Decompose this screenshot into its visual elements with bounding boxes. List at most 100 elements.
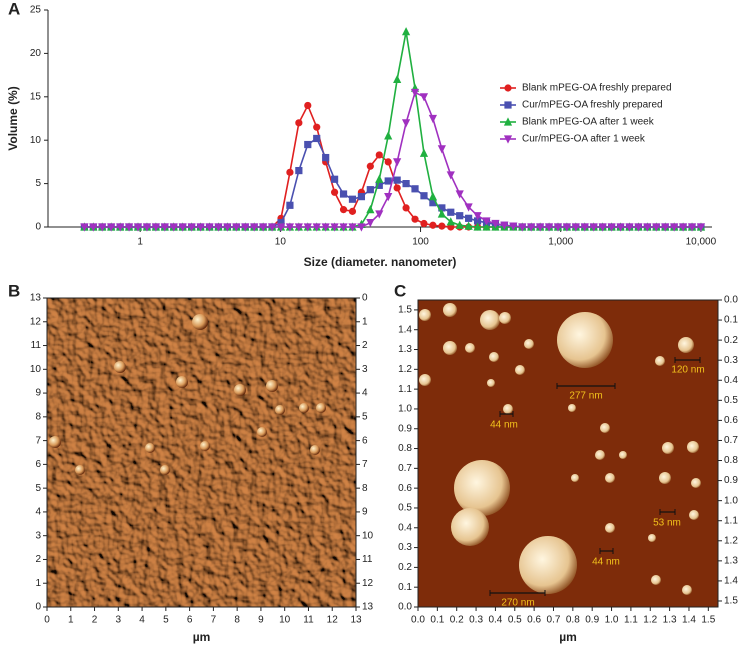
panel-label: B	[8, 281, 20, 300]
point	[473, 217, 482, 225]
point	[402, 180, 410, 188]
point	[223, 223, 232, 232]
y-tick-label: 1.1	[724, 515, 738, 526]
point	[313, 134, 321, 143]
x-tick-label: 1.1	[624, 615, 638, 626]
point	[384, 193, 393, 202]
particles	[49, 314, 326, 475]
legend-marker	[503, 117, 513, 126]
annotation: 44 nm	[490, 420, 518, 431]
y-tick-label: 25	[30, 5, 42, 16]
x-tick-label: 13	[350, 615, 362, 626]
y-tick-label: 1.3	[724, 555, 738, 566]
point	[393, 158, 402, 167]
y-tick-label: 11	[31, 340, 42, 351]
point	[527, 223, 536, 232]
y-tick-label: 0.9	[398, 423, 412, 434]
point	[304, 101, 312, 110]
y-tick-label: 10	[362, 530, 374, 541]
y-tick-label: 1.0	[724, 495, 738, 506]
point	[375, 151, 383, 159]
x-tick-label: 7	[211, 615, 217, 626]
y-tick-label: 0.3	[398, 542, 412, 553]
x-tick-label: 1.5	[701, 615, 715, 626]
point	[384, 158, 392, 166]
x-tick-label: 1,000	[548, 237, 573, 248]
point	[491, 219, 500, 229]
point	[428, 192, 437, 201]
x-tick-label: 2	[92, 615, 98, 626]
y-tick-label: 0.0	[398, 602, 412, 613]
point	[205, 223, 214, 232]
point	[384, 131, 393, 140]
annotation: 270 nm	[501, 598, 534, 609]
point	[276, 223, 286, 232]
y-tick-label: 10	[30, 364, 42, 375]
point	[214, 223, 223, 232]
y-tick-label: 10	[30, 135, 42, 146]
point	[482, 217, 491, 226]
series-line	[84, 137, 701, 228]
point	[661, 223, 670, 232]
x-tick-label: 5	[163, 615, 169, 626]
y-tick-label: 9	[362, 507, 368, 518]
point	[295, 166, 303, 175]
point	[321, 223, 330, 232]
y-tick-label: 7	[35, 435, 41, 446]
y-tick-label: 8	[35, 411, 41, 422]
y-tick-label: 7	[362, 459, 368, 470]
y-tick-label: 5	[35, 483, 41, 494]
x-tick-label: 1.2	[643, 615, 657, 626]
point	[384, 177, 392, 185]
y-tick-label: 1.5	[724, 596, 738, 607]
point	[366, 186, 374, 194]
point	[438, 222, 446, 230]
point	[696, 223, 706, 232]
x-tick-label: 100	[412, 237, 429, 248]
legend-label: Blank mPEG-OA freshly prepared	[522, 83, 672, 94]
point	[446, 171, 455, 180]
point	[518, 223, 527, 232]
y-tick-label: 6	[362, 435, 368, 446]
point	[357, 223, 366, 232]
point	[419, 93, 429, 102]
y-tick-label: 9	[35, 388, 41, 399]
point	[304, 140, 312, 149]
point	[553, 223, 563, 232]
point	[339, 223, 348, 232]
y-tick-label: 3	[35, 530, 41, 541]
point	[411, 215, 419, 223]
y-tick-label: 1.4	[724, 576, 738, 587]
x-tick-label: 0.5	[508, 615, 522, 626]
y-tick-label: 1.1	[398, 384, 412, 395]
y-tick-label: 13	[30, 293, 42, 304]
x-tick-label: 0.8	[566, 615, 580, 626]
panel-label: C	[394, 281, 406, 300]
afm-image-c	[418, 300, 718, 607]
point	[393, 176, 401, 184]
point	[393, 184, 401, 192]
y-tick-label: 2	[35, 554, 41, 565]
y-tick-label: 4	[362, 388, 368, 399]
point	[670, 223, 679, 232]
y-tick-label: 0.5	[398, 503, 412, 514]
y-tick-label: 1.3	[398, 344, 412, 355]
point	[142, 223, 152, 232]
point	[295, 119, 303, 127]
point	[616, 223, 625, 232]
point	[366, 205, 375, 214]
x-tick-label: 0.6	[527, 615, 541, 626]
point	[285, 223, 295, 232]
point	[455, 220, 464, 229]
y-tick-label: 0.3	[724, 355, 738, 366]
point	[187, 223, 196, 232]
point	[509, 222, 518, 231]
y-tick-label: 15	[30, 91, 42, 102]
y-tick-label: 4	[35, 507, 41, 518]
point	[151, 223, 161, 232]
x-tick-label: 8	[234, 615, 240, 626]
point	[330, 188, 339, 196]
point	[625, 223, 634, 232]
x-tick-label: 1	[137, 237, 143, 248]
point	[107, 223, 116, 232]
